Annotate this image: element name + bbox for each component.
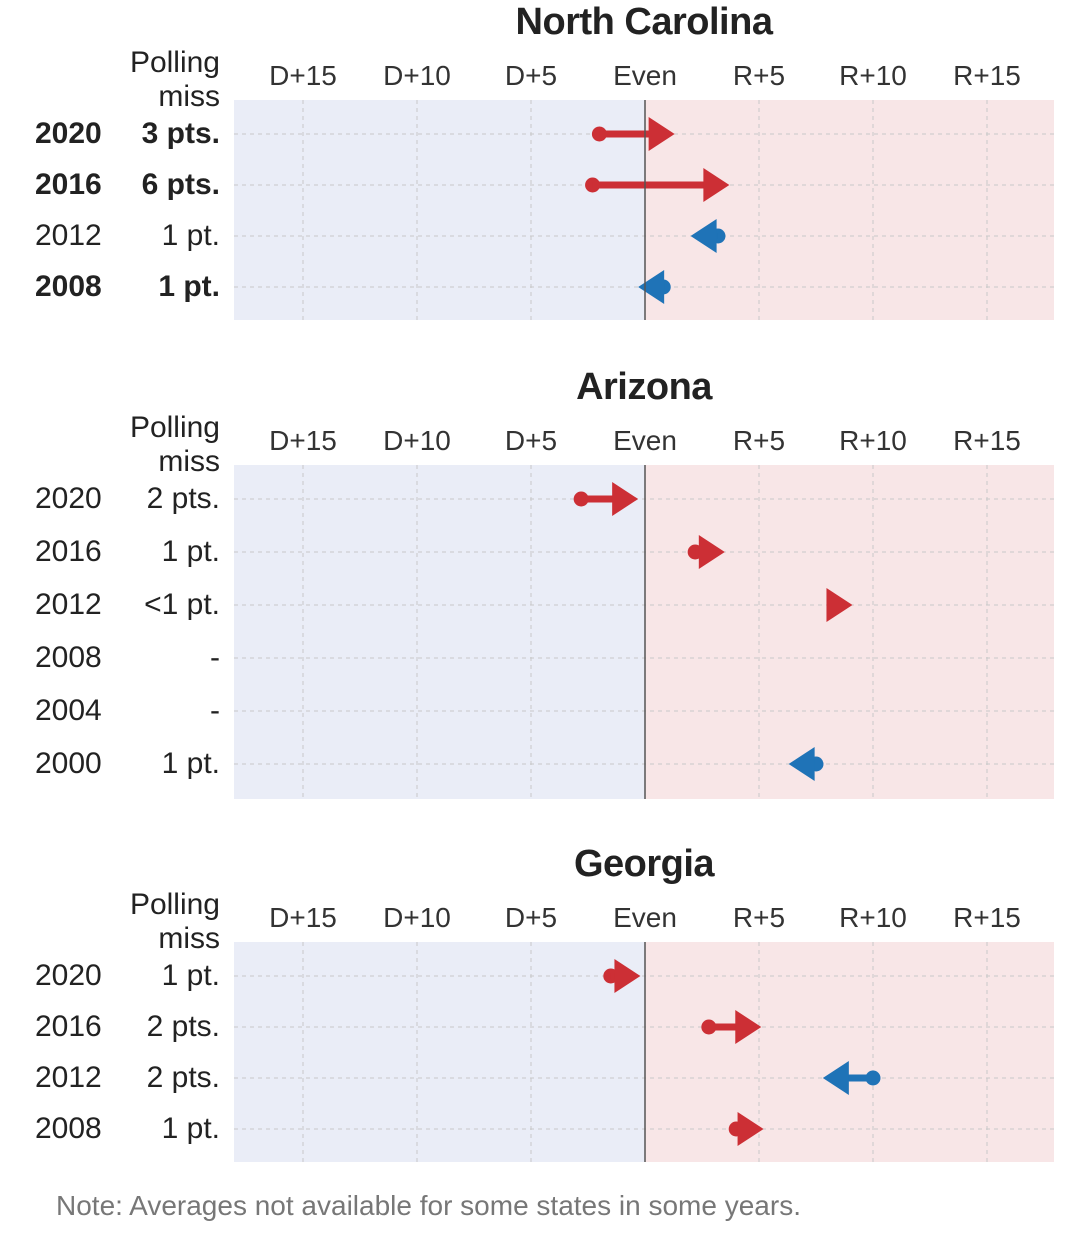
x-tick-label: D+15: [269, 60, 337, 91]
plot-svg: [234, 465, 1054, 799]
x-tick-label: R+15: [953, 425, 1021, 456]
dem-background: [234, 100, 645, 320]
x-tick-label: Even: [613, 60, 677, 91]
x-tick-label: D+5: [504, 60, 558, 91]
result-arrowhead: [735, 1010, 762, 1044]
row-year-label: 2008: [35, 641, 102, 674]
x-tick-label: D+15: [269, 425, 337, 456]
row-year-label: 2012: [35, 1061, 102, 1094]
plot-svg: [234, 100, 1054, 320]
row-miss-label: 2 pts.: [146, 1061, 220, 1094]
dem-background: [234, 942, 645, 1162]
row-year-label: 2020: [35, 482, 102, 515]
x-tick-label: Even: [613, 902, 677, 933]
x-tick-label: R+10: [839, 425, 907, 456]
row-miss-label: 1 pt.: [161, 535, 220, 568]
row-year-label: 2016: [35, 535, 102, 568]
result-arrowhead: [737, 1112, 764, 1146]
row-year-label: 2000: [35, 747, 102, 780]
row-miss-label: 1 pt.: [161, 219, 220, 252]
chart-note: Note: Averages not available for some st…: [56, 1190, 801, 1221]
polling-miss-header: Polling miss: [129, 411, 220, 478]
row-miss-label: 6 pts.: [141, 168, 220, 201]
row-miss-label: <1 pt.: [144, 588, 220, 621]
result-arrowhead: [638, 270, 665, 304]
row-miss-label: 1 pt.: [161, 1112, 220, 1145]
x-tick-label: R+10: [839, 902, 907, 933]
x-tick-label: R+5: [732, 60, 786, 91]
x-tick-label: D+5: [504, 902, 558, 933]
chart-title: Georgia: [573, 843, 715, 885]
result-arrowhead: [822, 1061, 849, 1095]
polling-miss-header: Polling miss: [129, 46, 220, 113]
polling-miss-header: Polling miss: [129, 888, 220, 955]
x-tick-label: Even: [613, 425, 677, 456]
chart-title: North Carolina: [515, 1, 773, 43]
row-miss-label: 2 pts.: [146, 1010, 220, 1043]
row-miss-label: 1 pt.: [161, 747, 220, 780]
rep-background: [645, 100, 1054, 320]
row-year-label: 2008: [35, 270, 102, 303]
result-arrowhead: [826, 588, 853, 622]
x-tick-label: R+5: [732, 902, 786, 933]
row-miss-label: -: [210, 694, 220, 727]
row-year-label: 2020: [35, 959, 102, 992]
row-miss-label: 1 pt.: [161, 959, 220, 992]
chart-panel-georgia: Georgia Polling miss D+15 D+10 D+5 Even R+5 R+1…: [0, 842, 1080, 1172]
chart-panel-arizona: Arizona Polling miss D+15 D+10 D+5 Even R+5 R+1…: [0, 365, 1080, 805]
row-miss-label: 3 pts.: [141, 117, 220, 150]
row-year-label: 2020: [35, 117, 102, 150]
dem-background: [234, 465, 645, 799]
x-tick-label: D+10: [383, 425, 451, 456]
result-arrowhead: [703, 168, 730, 202]
x-tick-label: D+10: [383, 60, 451, 91]
x-tick-label: D+5: [504, 425, 558, 456]
x-tick-label: R+5: [732, 425, 786, 456]
chart-panel-north-carolina: North Carolina Polling miss D+15 D+10 D+5 Eve…: [0, 0, 1080, 330]
row-year-label: 2012: [35, 219, 102, 252]
row-miss-label: 1 pt.: [158, 270, 220, 303]
x-tick-label: D+10: [383, 902, 451, 933]
result-arrowhead: [612, 482, 639, 516]
rep-background: [645, 465, 1054, 799]
row-miss-label: -: [210, 641, 220, 674]
x-tick-label: R+10: [839, 60, 907, 91]
x-tick-label: R+15: [953, 902, 1021, 933]
plot-svg: [234, 942, 1054, 1162]
result-arrowhead: [788, 747, 815, 781]
row-year-label: 2016: [35, 1010, 102, 1043]
row-miss-label: 2 pts.: [146, 482, 220, 515]
x-tick-label: D+15: [269, 902, 337, 933]
row-year-label: 2004: [35, 694, 102, 727]
row-year-label: 2012: [35, 588, 102, 621]
result-arrowhead: [690, 219, 717, 253]
rep-background: [645, 942, 1054, 1162]
chart-title: Arizona: [576, 366, 712, 408]
x-tick-label: R+15: [953, 60, 1021, 91]
result-arrowhead: [698, 535, 725, 569]
row-year-label: 2008: [35, 1112, 102, 1145]
result-arrowhead: [648, 117, 675, 151]
row-year-label: 2016: [35, 168, 102, 201]
result-arrowhead: [614, 959, 641, 993]
